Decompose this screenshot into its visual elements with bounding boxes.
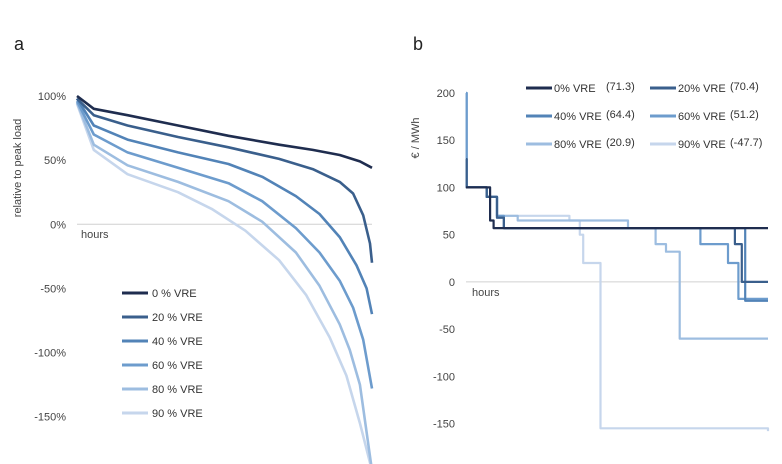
panel-b-ytick-label: 150 <box>437 135 455 147</box>
panel-a-yticks: 100% 50% 0% -50% -100% -150% <box>34 91 66 424</box>
panel-b-legend-label: 40% VRE <box>554 111 602 123</box>
panel-a-legend-label: 40 % VRE <box>152 336 203 348</box>
panel-a-legend-label: 80 % VRE <box>152 384 203 396</box>
panel-b-ylabel: € / MWh <box>410 118 422 159</box>
panel-a-series-line <box>75 100 374 389</box>
panel-b-series <box>465 91 770 432</box>
panel-b-ytick-label: 200 <box>437 88 455 100</box>
panel-a-letter: a <box>14 34 25 54</box>
panel-a-ytick-label: -50% <box>40 283 66 295</box>
panel-a-series-line <box>75 101 373 464</box>
panel-a-legend-label: 0 % VRE <box>152 288 197 300</box>
panel-a-ytick-label: 100% <box>38 91 66 103</box>
panel-a-ylabel: relative to peak load <box>12 119 24 217</box>
panel-b-legend-label: 60% VRE <box>678 111 726 123</box>
panel-a-xlabel: hours <box>81 229 109 241</box>
panel-b-series-line <box>465 91 768 300</box>
panel-b-legend-label: 90% VRE <box>678 139 726 151</box>
panel-b-legend-mean: (70.4) <box>730 81 759 93</box>
panel-b-ytick-label: -100 <box>433 371 455 383</box>
panel-b-legend-mean: (71.3) <box>606 81 635 93</box>
panel-b-xlabel: hours <box>472 287 500 299</box>
panel-a-ytick-label: -100% <box>34 348 66 360</box>
panel-a-ytick-label: 0% <box>50 219 66 231</box>
panel-b-legend-label: 0% VRE <box>554 83 596 95</box>
panel-a-series-line <box>76 94 373 169</box>
panel-b-legend-mean: (-47.7) <box>730 137 762 149</box>
panel-b-series-line <box>465 91 768 340</box>
panel-a-legend: 0 % VRE 20 % VRE 40 % VRE 60 % VRE 80 % VRE 9… <box>122 288 203 420</box>
panel-a-series-line <box>75 97 374 315</box>
panel-a-ytick-label: -150% <box>34 412 66 424</box>
panel-b-legend: 0% VRE (71.3) 20% VRE (70.4) 40% VRE (64.4) 60… <box>526 81 762 151</box>
panel-b-ytick-label: 100 <box>437 182 455 194</box>
panel-b-legend-label: 20% VRE <box>678 83 726 95</box>
panel-a-series-line <box>75 103 372 464</box>
panel-a-legend-label: 20 % VRE <box>152 312 203 324</box>
panel-a: a relative to peak load 100% 50% 0% -50% -10… <box>12 34 374 464</box>
panel-b-legend-mean: (20.9) <box>606 137 635 149</box>
panel-b-yticks: 200 150 100 50 0 -50 -100 -150 <box>433 88 455 431</box>
panel-b-letter: b <box>413 34 423 54</box>
panel-a-series-line <box>76 97 374 263</box>
panel-b-legend-label: 80% VRE <box>554 139 602 151</box>
panel-b-legend-mean: (51.2) <box>730 109 759 121</box>
panel-a-legend-label: 90 % VRE <box>152 408 203 420</box>
panel-b-ytick-label: 0 <box>449 277 455 289</box>
panel-b-ytick-label: -150 <box>433 419 455 431</box>
panel-b-legend-mean: (64.4) <box>606 109 635 121</box>
panel-a-legend-label: 60 % VRE <box>152 360 203 372</box>
panel-a-series <box>75 94 374 464</box>
panel-b-ytick-label: 50 <box>443 230 455 242</box>
panel-b-series-line <box>465 186 768 230</box>
panel-b-ytick-label: -50 <box>439 324 455 336</box>
panel-a-ytick-label: 50% <box>44 155 66 167</box>
